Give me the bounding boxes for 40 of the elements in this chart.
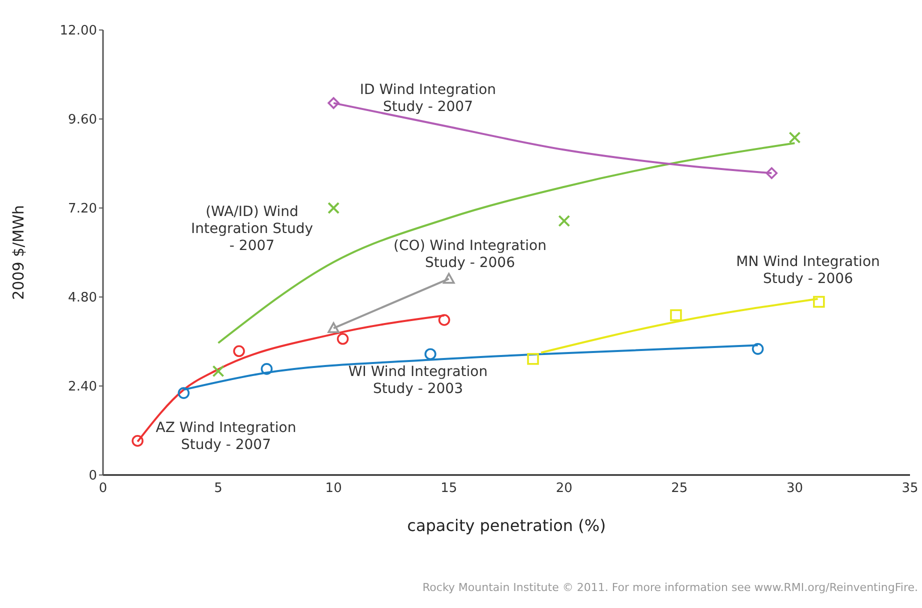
series-label: WI Wind Integration Study - 2003 [347,364,489,398]
series-label: ID Wind Integration Study - 2007 [358,82,498,116]
x-tick-label: 30 [786,481,803,496]
x-tick-label: 5 [214,481,222,496]
point [260,363,273,375]
point [132,434,144,447]
point [336,333,349,345]
x-tick-label: 25 [671,481,688,496]
point [212,365,224,378]
y-tick-label: 12.00 [60,24,97,39]
y-tick-label: 9.60 [68,112,97,128]
x-tick-label: 0 [98,481,108,496]
point [670,309,682,322]
y-axis-title: 2009 $/MWh [9,205,28,300]
point [328,97,340,109]
x-tick-label: 15 [440,481,458,496]
x-axis-title: capacity penetration (%) [407,516,606,535]
point [752,343,764,355]
point [328,202,340,214]
point [178,387,190,399]
point [766,167,778,180]
series-label: AZ Wind Integration Study - 2007 [154,420,298,454]
point [438,314,450,326]
point [424,348,436,360]
series-label: MN Wind Integration Study - 2006 [735,254,881,288]
x-tick-label: 35 [902,481,918,496]
text: Rocky Mountain Institute © 2011. For more information see www.RMI.org/ReinventingFire. [422,581,918,594]
point [233,345,245,358]
y-tick-label: 2.40 [68,380,97,395]
x-tick-label: 20 [556,481,572,496]
x-tick-label: 10 [325,481,342,496]
point [788,132,801,144]
point [558,214,570,227]
point [813,296,825,308]
y-tick-label: 0 [88,468,97,484]
y-tick-label: 4.80 [68,290,97,306]
y-tick-label: 7.20 [68,202,97,217]
series-label: (WA/ID) Wind Integration Study - 2007 [190,204,314,255]
text: (CO) Wind Integration Study - 2006 [392,238,548,272]
point [527,353,539,365]
